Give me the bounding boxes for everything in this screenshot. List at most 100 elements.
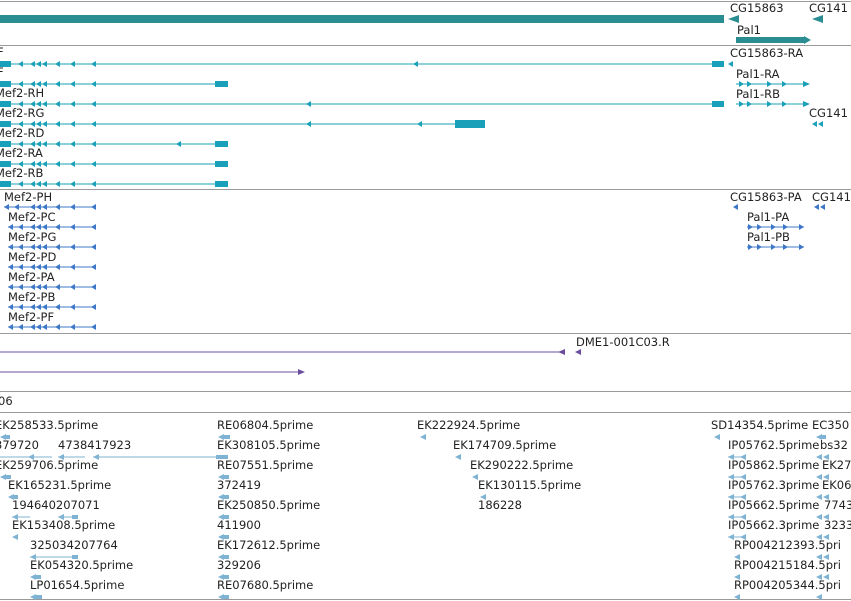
gene-feature-cg141[interactable]: CG141 (809, 1, 848, 23)
transcript-label: Mef2-RD (0, 126, 45, 140)
strand-arrow (70, 141, 75, 147)
est-arrow (218, 574, 224, 580)
gene-feature-cg15863[interactable]: CG15863 (728, 1, 784, 23)
est-row[interactable]: 379720 4738417923 EK308105.5prime EK1747… (0, 438, 848, 460)
protein-label: Pal1-PB (747, 230, 790, 244)
est-row[interactable]: LP01654.5prime RE07680.5prime RP00420534… (30, 578, 841, 600)
gene-arrow-left[interactable] (812, 15, 823, 23)
est-arrow (472, 474, 478, 480)
cdna-row[interactable] (0, 369, 305, 375)
protein-row[interactable]: Mef2-PH CG15863-PA CG141 (4, 190, 851, 210)
strand-arrow (42, 181, 47, 187)
est-arrow (58, 514, 64, 520)
strand-arrow (748, 244, 753, 250)
est-block (14, 495, 18, 499)
strand-arrow (18, 181, 23, 187)
est-label: IP05762.5prime (728, 438, 819, 452)
protein-label: Mef2-PG (8, 230, 56, 244)
strand-arrow (18, 161, 23, 167)
strand-arrow (30, 181, 35, 187)
est-label: 411900 (217, 518, 261, 532)
strand-arrow (767, 81, 772, 87)
est-block (72, 555, 78, 559)
gene-feature-mef2[interactable] (0, 15, 724, 23)
strand-arrow (42, 284, 47, 290)
exon (0, 81, 11, 87)
est-row[interactable]: EK054320.5prime 329206 RP004215184.5pri (30, 558, 841, 580)
strand-arrow (30, 264, 35, 270)
est-row[interactable]: 325034207764 EK172612.5prime RP004212393… (30, 538, 841, 560)
protein-row[interactable]: Mef2-PB (8, 290, 96, 310)
protein-row[interactable]: Mef2-PA (8, 270, 96, 290)
strand-arrow (8, 224, 13, 230)
est-arrow (816, 474, 822, 480)
est-row[interactable]: EK165231.5prime 372419 EK130115.5prime I… (8, 478, 851, 500)
est-arrow (455, 454, 461, 460)
est-block (224, 515, 229, 519)
protein-row[interactable]: Mef2-PD (8, 250, 96, 270)
transcript-row[interactable]: Mef2-RH Pal1-RB (0, 86, 810, 107)
strand-arrow (42, 121, 47, 127)
strand-arrow (30, 224, 35, 230)
strand-arrow (18, 284, 23, 290)
est-row[interactable]: EK259706.5prime RE07551.5prime EK290222.… (0, 458, 851, 480)
strand-arrow (55, 224, 60, 230)
transcript-row[interactable]: Mef2-RD (0, 126, 228, 147)
strand-arrow (91, 244, 96, 250)
gene-bar[interactable] (0, 15, 724, 23)
transcript-row[interactable]: Mef2-RA (0, 146, 228, 167)
transcript-label: CG15863-RA (730, 46, 803, 60)
est-arrow (740, 454, 746, 460)
est-label: EK222924.5prime (417, 418, 520, 432)
protein-row[interactable]: Mef2-PG Pal1-PB (8, 230, 804, 250)
gene-label-cg141: CG141 (809, 1, 848, 15)
est-block (6, 475, 11, 479)
est-label: RP004205344.5pri (734, 578, 841, 592)
est-row[interactable]: EK258533.5prime RE06804.5prime EK222924.… (0, 418, 849, 440)
transcript-label: Mef2-RA (0, 146, 43, 160)
transcript-label: Mef2-RG (0, 106, 44, 120)
est-row[interactable]: EK153408.5prime 411900 IP05662.3prime 32… (12, 518, 851, 540)
est-arrow (218, 434, 224, 440)
gene-arrow-left[interactable] (728, 15, 739, 23)
transcript-label: Mef2-RB (0, 166, 44, 180)
strand-arrow (783, 224, 788, 230)
protein-row[interactable]: Mef2-PF (8, 310, 96, 330)
strand-arrow (18, 121, 23, 127)
strand-arrow (36, 141, 41, 147)
est-arrow (218, 554, 224, 560)
gene-feature-pal1[interactable]: Pal1 (736, 23, 811, 44)
est-arrow (816, 594, 822, 600)
strand-arrow (30, 61, 35, 67)
strand-arrow (558, 349, 565, 355)
strand-arrow (757, 224, 762, 230)
strand-arrow (36, 284, 41, 290)
est-label: EK290222.5prime (470, 458, 573, 472)
transcript-label: CG141 (809, 106, 848, 120)
gene-bar[interactable] (736, 37, 804, 43)
est-arrow (58, 454, 64, 460)
strand-arrow (803, 101, 810, 107)
protein-row[interactable]: Mef2-PC Pal1-PA (8, 210, 804, 230)
strand-arrow (36, 181, 41, 187)
gene-arrow-right[interactable] (804, 36, 811, 44)
strand-arrow (812, 121, 817, 127)
est-block (224, 495, 229, 499)
est-arrow (823, 534, 829, 540)
est-label: EK259706.5prime (0, 458, 98, 472)
est-row[interactable]: 194640207071 EK250850.5prime 186228 IP05… (12, 498, 851, 520)
transcript-row[interactable]: Mef2-RG CG141 (0, 106, 848, 128)
transcript-row[interactable]: F Pal1-RA (0, 65, 810, 87)
strand-arrow (55, 121, 60, 127)
est-label: EK250850.5prime (217, 498, 320, 512)
transcript-row[interactable]: Mef2-RB (0, 166, 228, 187)
transcript-row[interactable]: F CG15863-RA (0, 45, 803, 67)
cdna-row[interactable]: DME1-001C03.R (0, 335, 670, 355)
exon (0, 101, 11, 107)
est-label: 329206 (217, 558, 261, 572)
est-arrow (218, 474, 224, 480)
est-arrow (30, 594, 36, 600)
strand-arrow (42, 324, 47, 330)
protein-label: Mef2-PD (8, 250, 56, 264)
